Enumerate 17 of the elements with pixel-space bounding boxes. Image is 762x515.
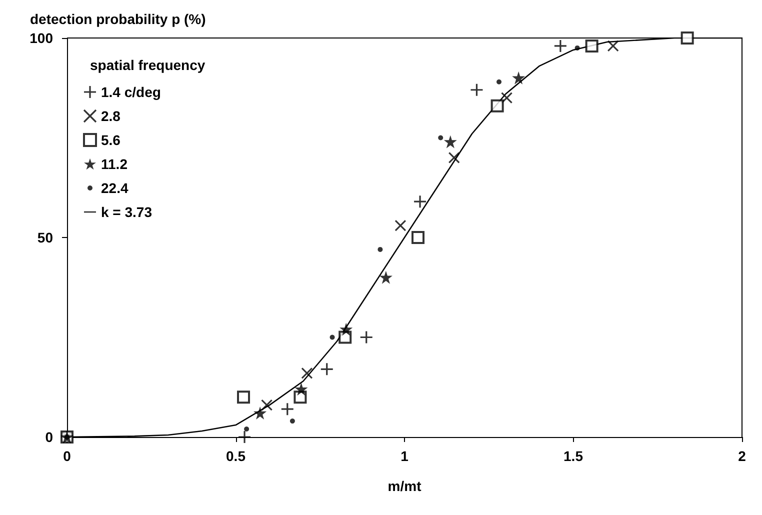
- x-tick-label: 1.5: [564, 448, 584, 464]
- x-tick-label: 1: [400, 448, 409, 464]
- legend-label: 1.4 c/deg: [101, 84, 161, 100]
- x-tick-label: 0: [63, 448, 72, 464]
- y-tick-label: 50: [37, 230, 54, 246]
- x-tick-label: 0.5: [226, 448, 246, 464]
- legend-title: spatial frequency: [90, 57, 206, 73]
- legend-label: 2.8: [101, 108, 121, 124]
- x-axis-title: m/mt: [388, 478, 422, 494]
- y-tick-label: 100: [30, 30, 54, 46]
- y-tick-label: 0: [45, 429, 54, 445]
- legend-label: 5.6: [101, 132, 121, 148]
- legend-label: 11.2: [101, 156, 128, 172]
- x-tick-label: 2: [738, 448, 746, 464]
- legend-label: 22.4: [101, 180, 128, 196]
- legend-label: k = 3.73: [101, 204, 152, 220]
- y-axis-title: detection probability p (%): [30, 11, 206, 27]
